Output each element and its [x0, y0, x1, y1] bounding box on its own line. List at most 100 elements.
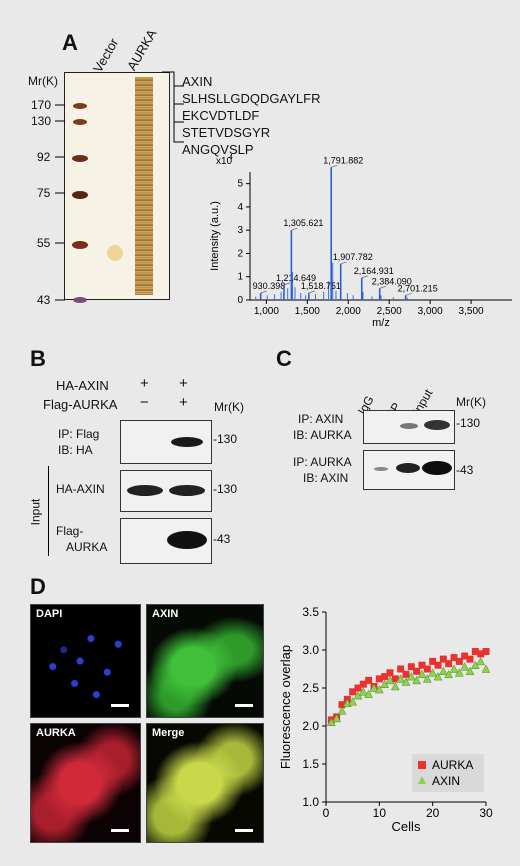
scatter-y-label: Fluorescence overlap — [278, 645, 293, 769]
ms-peak-leader — [283, 282, 291, 286]
micrograph-aurka: AURKA — [30, 723, 141, 843]
mr-marker-92: 92 — [37, 150, 51, 164]
axin-point — [385, 675, 395, 685]
aurka-point — [354, 684, 362, 692]
axin-point — [374, 684, 384, 694]
aurka-point — [439, 655, 447, 663]
b-lane2-row1: + — [179, 375, 188, 392]
input-label-b: Input — [28, 498, 43, 526]
scatter-x-tick-label: 10 — [373, 806, 387, 820]
axin-point — [481, 664, 491, 673]
ms-peak-leader — [331, 165, 338, 168]
marker-band-170 — [73, 103, 87, 109]
axin-point — [369, 683, 379, 692]
legend-axin-label: AXIN — [432, 774, 460, 788]
b-blot2-mr: -130 — [213, 482, 238, 496]
aurka-point — [402, 670, 410, 678]
b-blot-ha-axin — [120, 470, 212, 512]
scale-bar — [235, 704, 253, 707]
axin-point — [454, 668, 464, 677]
b-blot1-ib: IB: HA — [58, 443, 93, 457]
aurka-point — [397, 665, 405, 673]
b-blot-ip-flag — [120, 420, 212, 464]
b-blot2-band1 — [127, 485, 163, 496]
peptide-2: EKCVDTLDF — [182, 108, 260, 123]
ms-x-label: m/z — [372, 317, 390, 327]
aurka-point — [359, 680, 367, 688]
c-blot2-band0 — [374, 467, 388, 471]
axin-point — [460, 662, 470, 671]
aurka-point — [466, 655, 474, 663]
ms-x-tick-label: 2,000 — [336, 306, 361, 317]
aurka-lane — [135, 77, 153, 295]
micrograph-merge: Merge — [146, 723, 264, 843]
marker-band-55 — [72, 241, 88, 249]
panel-c-letter: C — [276, 346, 292, 371]
scatter-x-tick-label: 0 — [323, 806, 330, 820]
panel-a-letter: A — [62, 30, 78, 55]
axin-point — [476, 656, 486, 666]
axin-point — [465, 666, 475, 676]
b-lane1-row2: − — [140, 394, 149, 411]
scatter-y-tick-label: 3.0 — [302, 643, 319, 657]
micrograph-axin-label: AXIN — [152, 608, 179, 620]
ms-peak-label: 2,701.215 — [398, 283, 438, 293]
ms-x-tick-label: 3,000 — [418, 306, 443, 317]
b-blot2-label: HA-AXIN — [56, 482, 105, 496]
scatter-x-tick-label: 20 — [426, 806, 440, 820]
ms-y-tick-label: 1 — [237, 272, 243, 283]
mr-marker-55: 55 — [37, 236, 51, 250]
lane-label-vector: Vector — [90, 35, 122, 75]
peptide-3: STETVDSGYR — [182, 125, 271, 140]
marker-band-92 — [72, 155, 88, 162]
ms-peak-label: 2,384.090 — [372, 276, 412, 286]
aurka-point — [482, 648, 490, 656]
axin-point — [332, 713, 342, 723]
ms-x-tick-label: 1,000 — [254, 306, 279, 317]
b-blot-flag-aurka — [120, 518, 212, 564]
aurka-point — [461, 652, 469, 660]
aurka-point — [455, 657, 463, 665]
b-blot3-label-1: Flag- — [56, 524, 84, 538]
axin-point — [444, 669, 454, 679]
scatter-y-tick-label: 2.0 — [302, 719, 319, 733]
ms-x-tick-label: 1,500 — [295, 306, 320, 317]
ms-peak-leader — [405, 293, 412, 296]
scatter-legend — [412, 754, 484, 792]
micrograph-dapi: DAPI — [30, 604, 141, 718]
ms-peak-leader — [260, 290, 267, 294]
ms-y-tick-label: 3 — [237, 225, 243, 236]
protein-name: AXIN — [182, 74, 213, 89]
c-blot1-band1 — [400, 423, 418, 429]
panel-b-letter: B — [30, 346, 46, 371]
c-blot1-band2 — [424, 420, 450, 430]
b-blot3-mr: -43 — [213, 532, 231, 546]
scale-bar — [111, 829, 129, 832]
b-blot1-ip: IP: Flag — [58, 427, 100, 441]
axin-point — [358, 687, 368, 696]
scale-bar — [235, 829, 253, 832]
aurka-point — [477, 650, 485, 658]
ms-y-tick-label: 2 — [237, 248, 243, 259]
row-label-ha-axin: HA-AXIN — [56, 378, 109, 393]
aurka-point — [386, 669, 394, 677]
aurka-point — [450, 654, 458, 662]
axin-point — [364, 689, 374, 698]
aurka-point — [349, 688, 357, 696]
mr-title-c: Mr(K) — [456, 395, 486, 409]
marker-band-43 — [73, 297, 87, 303]
aurka-point — [391, 675, 399, 683]
ms-y-multiplier: x10 — [216, 156, 233, 167]
ms-y-tick-label: 4 — [237, 202, 243, 213]
ms-peak-label: 930.398 — [253, 281, 286, 291]
axin-point — [422, 674, 432, 683]
peptide-4: ANGQVSLP — [182, 142, 254, 157]
ms-peak-label: 1,907.782 — [333, 252, 373, 262]
b-blot3-band — [167, 531, 207, 549]
input-bracket-b — [48, 466, 53, 556]
mr-title-a: Mr(K) — [28, 74, 58, 88]
row-label-flag-aurka: Flag-AURKA — [43, 397, 118, 412]
b-blot3-label-2: AURKA — [66, 540, 108, 554]
c-blot2-ip: IP: AURKA — [293, 455, 352, 469]
